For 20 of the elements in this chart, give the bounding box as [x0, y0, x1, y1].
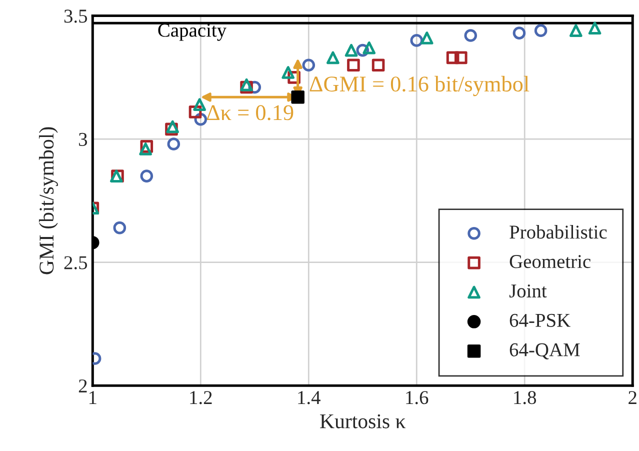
x-tick-label: 1.6: [406, 391, 428, 404]
x-axis-title: Kurtosis κ: [320, 414, 406, 428]
x-tick-label: 1.2: [190, 391, 212, 404]
legend-label: Joint: [509, 284, 547, 298]
y-tick-label: 3.5: [64, 10, 88, 23]
legend-label: 64-QAM: [510, 343, 580, 360]
y-axis-title: GMI (bit/symbol): [38, 127, 58, 274]
legend-label: Geometric: [510, 255, 590, 268]
x-tick-label: 2: [628, 391, 636, 404]
legend-label: 64-PSK: [510, 314, 570, 327]
annotation: Δκ = 0.19: [206, 105, 294, 120]
y-tick-label: 2.5: [64, 256, 88, 270]
x-tick-label: 1.8: [514, 391, 536, 404]
x-tick-label: 1.4: [298, 391, 320, 404]
y-tick-label: 2: [78, 379, 87, 392]
legend-label: Probabilistic: [510, 225, 607, 239]
annotation: ΔGMI = 0.16 bit/symbol: [310, 76, 530, 96]
ref-line-label: Capacity: [158, 24, 226, 41]
y-tick-label: 3: [79, 132, 88, 146]
x-tick-label: 1: [90, 391, 96, 404]
